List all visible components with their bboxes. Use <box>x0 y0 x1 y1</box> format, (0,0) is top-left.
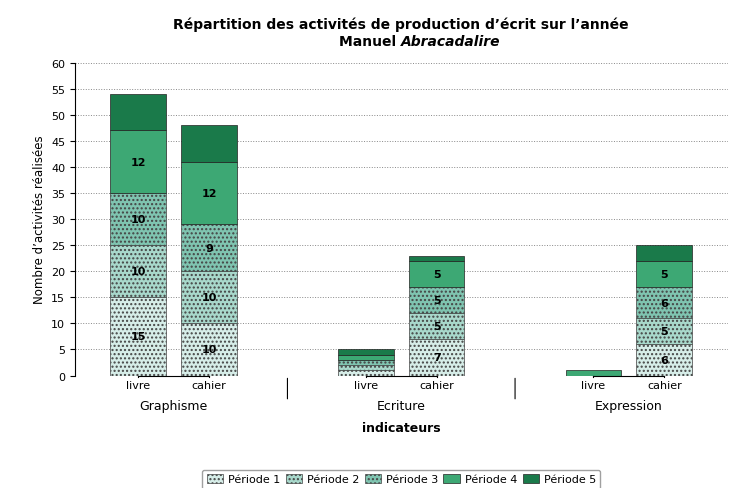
Text: Manuel: Manuel <box>339 35 401 49</box>
Bar <box>182 163 237 225</box>
Bar <box>338 350 394 355</box>
Bar <box>338 355 394 360</box>
Legend: Période 1, Période 2, Période 3, Période 4, Période 5: Période 1, Période 2, Période 3, Période… <box>202 469 600 488</box>
Bar <box>409 313 464 339</box>
Bar <box>637 245 692 261</box>
Text: 5: 5 <box>433 321 440 331</box>
Text: 9: 9 <box>205 243 213 253</box>
Bar <box>182 272 237 324</box>
Bar <box>110 131 166 194</box>
Text: 10: 10 <box>201 345 217 355</box>
Text: 10: 10 <box>130 215 146 224</box>
Text: Abracadalire: Abracadalire <box>401 35 501 49</box>
Text: Graphisme: Graphisme <box>140 399 208 412</box>
Bar <box>110 298 166 376</box>
Bar <box>637 261 692 287</box>
Text: 10: 10 <box>201 293 217 303</box>
Text: 5: 5 <box>433 295 440 305</box>
Bar <box>110 194 166 245</box>
Bar <box>637 345 692 376</box>
Text: 7: 7 <box>433 352 440 363</box>
Bar <box>637 287 692 319</box>
Bar <box>338 366 394 370</box>
Text: 5: 5 <box>433 269 440 279</box>
Bar <box>182 324 237 376</box>
Text: 5: 5 <box>661 269 668 279</box>
Y-axis label: Nombre d’activités réalisées: Nombre d’activités réalisées <box>32 136 46 304</box>
Bar <box>182 126 237 163</box>
Bar <box>566 370 621 376</box>
Bar <box>637 319 692 345</box>
Text: Expression: Expression <box>595 399 663 412</box>
Text: 12: 12 <box>130 157 146 167</box>
Text: 12: 12 <box>201 188 217 199</box>
Bar <box>409 287 464 313</box>
Text: 6: 6 <box>660 298 668 308</box>
Text: 10: 10 <box>130 266 146 277</box>
Bar <box>409 256 464 261</box>
Text: Ecriture: Ecriture <box>376 399 426 412</box>
Bar <box>409 339 464 376</box>
Text: 15: 15 <box>130 332 146 342</box>
Bar <box>182 225 237 272</box>
Bar <box>409 261 464 287</box>
Bar <box>338 360 394 366</box>
Text: 6: 6 <box>660 355 668 365</box>
Bar <box>338 370 394 376</box>
Text: 5: 5 <box>661 326 668 337</box>
Text: Répartition des activités de production d’écrit sur l’année: Répartition des activités de production … <box>173 17 629 32</box>
X-axis label: indicateurs: indicateurs <box>362 421 440 434</box>
Bar <box>110 95 166 131</box>
Bar <box>110 245 166 298</box>
